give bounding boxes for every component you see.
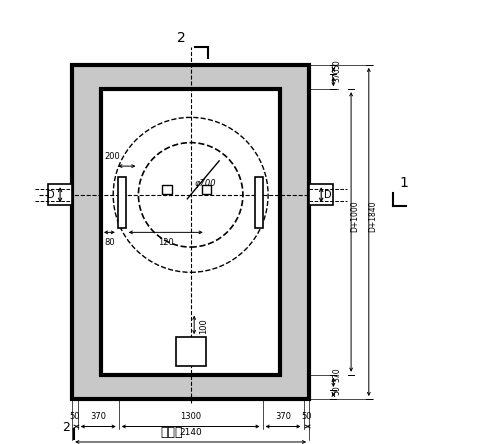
Text: 1300: 1300 [180, 412, 201, 421]
Bar [118, 177, 126, 228]
Text: 370: 370 [90, 412, 106, 421]
Text: 120: 120 [158, 238, 174, 247]
Text: 50: 50 [301, 412, 311, 421]
Bar [256, 177, 264, 228]
Text: 100: 100 [199, 318, 208, 334]
Bar [309, 184, 333, 206]
Text: 2: 2 [62, 421, 70, 434]
Text: 50: 50 [332, 385, 342, 395]
Text: 1: 1 [400, 176, 408, 190]
Text: 50: 50 [332, 59, 342, 69]
Text: φ700: φ700 [195, 179, 217, 188]
Bar [72, 65, 309, 399]
Bar [72, 65, 309, 399]
Text: D+1840: D+1840 [368, 200, 377, 232]
Text: 370: 370 [275, 412, 291, 421]
Text: D: D [47, 190, 55, 200]
Bar [48, 184, 72, 206]
Text: 50: 50 [70, 412, 80, 421]
Bar [176, 337, 206, 366]
Bar [101, 89, 280, 375]
Text: 370: 370 [332, 67, 342, 82]
Bar [202, 185, 211, 194]
Bar [101, 89, 280, 375]
Text: 2: 2 [178, 31, 186, 45]
Text: 370: 370 [332, 368, 342, 382]
Text: 200: 200 [105, 152, 121, 161]
Bar [162, 185, 172, 194]
Text: 平面图: 平面图 [160, 426, 183, 439]
Text: D+1000: D+1000 [350, 200, 359, 232]
Text: D: D [324, 190, 331, 200]
Text: 2140: 2140 [179, 428, 202, 436]
Text: 80: 80 [104, 238, 115, 247]
